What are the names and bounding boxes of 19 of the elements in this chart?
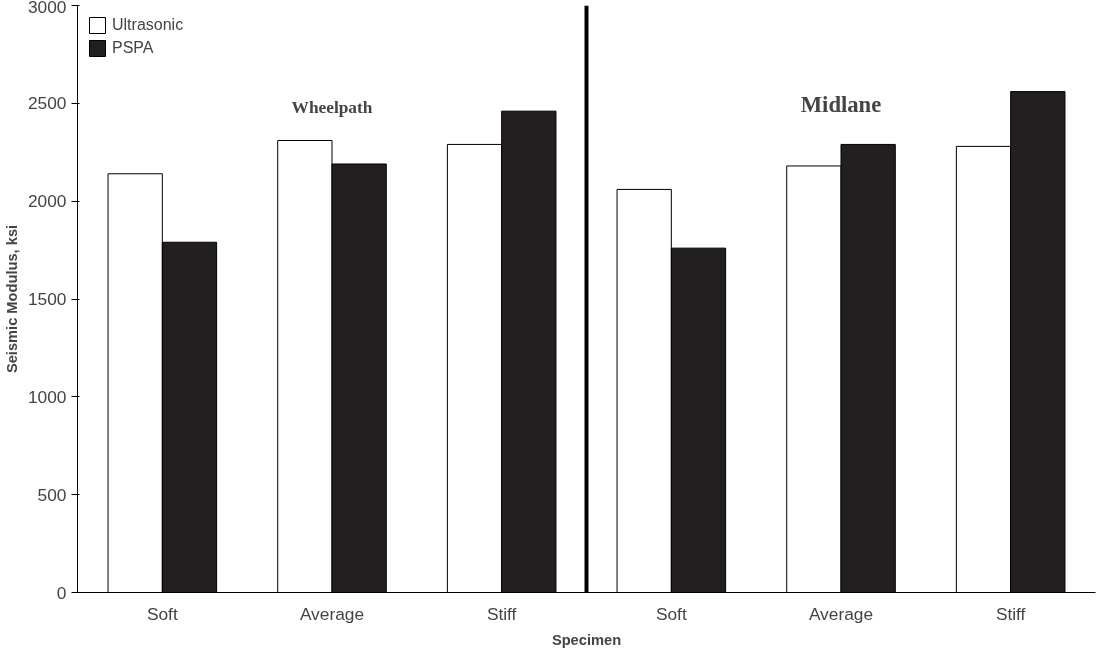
annotation: Wheelpath — [291, 98, 373, 118]
y-axis-title: Seismic Modulus, ksi — [3, 224, 20, 374]
x-tick-label: Average — [299, 603, 365, 624]
x-axis-title: Specimen — [551, 631, 622, 648]
legend-label: PSPA — [112, 39, 154, 57]
y-tick-label: 1500 — [27, 289, 67, 309]
annotation: Midlane — [800, 92, 882, 118]
y-tick-label: 2000 — [27, 191, 67, 212]
x-tick-label: Stiff — [486, 603, 517, 624]
y-tick-label: 2500 — [27, 93, 67, 114]
legend-label: Ultrasonic — [112, 16, 184, 34]
x-tick-label: Average — [808, 603, 874, 624]
x-tick-label: Soft — [655, 603, 687, 624]
x-tick-label: Stiff — [995, 603, 1026, 624]
y-tick-label: 0 — [56, 582, 67, 603]
y-tick-label: 500 — [37, 484, 67, 505]
x-tick-label: Soft — [146, 603, 178, 624]
y-tick-label: 1000 — [27, 386, 67, 407]
y-tick-label: 3000 — [27, 0, 67, 17]
